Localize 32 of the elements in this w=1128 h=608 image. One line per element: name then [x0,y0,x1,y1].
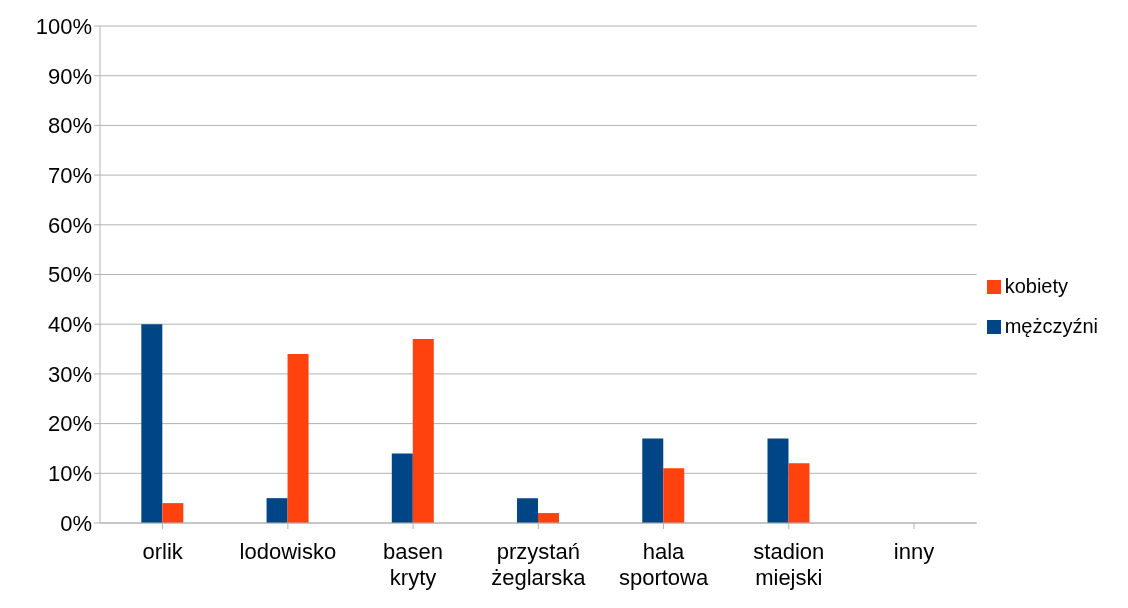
y-tick-label: 50% [47,262,92,288]
y-tick-label: 80% [47,113,92,139]
bar [663,468,685,523]
x-tick-label: inny [893,539,935,564]
bar [162,503,184,523]
bar [788,463,810,523]
y-tick-label: 10% [47,461,92,487]
bar [266,498,288,523]
bar [538,513,560,523]
bar [767,438,789,523]
bar [391,453,413,523]
x-tick-label: hala sportowa [618,539,709,590]
x-tick-label: orlik [142,539,184,564]
bar [517,498,539,523]
x-tick-label: stadion miejski [753,539,825,590]
legend-label: kobiety [1004,274,1069,297]
y-tick-label: 30% [47,361,92,387]
y-tick-label: 70% [47,162,92,188]
x-tick-label: lodowisko [239,539,337,564]
x-tick-label: przystań żeglarska [491,539,587,590]
y-tick-label: 20% [47,411,92,437]
y-tick-label: 100% [35,13,92,39]
bar [412,339,434,523]
y-tick-label: 0% [60,510,92,536]
legend-label: mężczyźni [1004,314,1098,337]
y-tick-label: 60% [47,212,92,238]
bar [287,354,309,523]
x-tick-label: basen kryty [383,539,444,590]
bar [141,324,163,523]
bar [642,438,664,523]
y-tick-label: 90% [47,63,92,89]
y-tick-label: 40% [47,312,92,338]
